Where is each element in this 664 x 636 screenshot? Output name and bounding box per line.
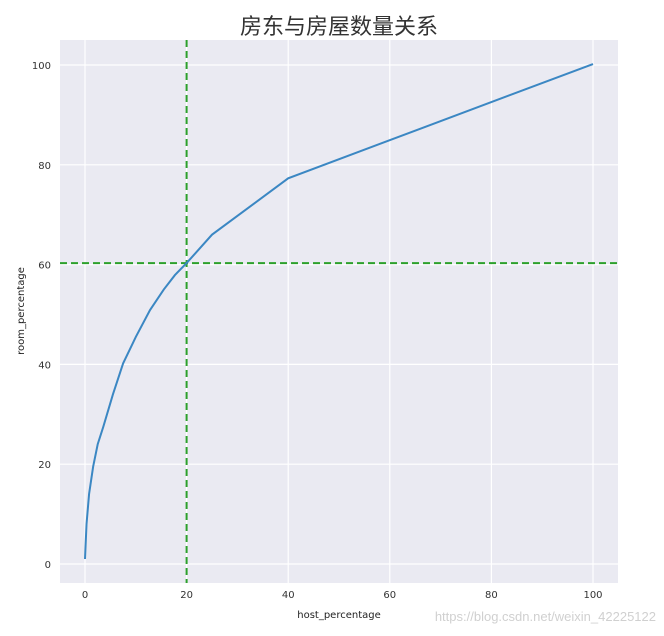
x-tick-label: 100 (583, 590, 602, 601)
x-tick-label: 80 (485, 590, 498, 601)
series-line (84, 63, 594, 560)
y-tick-label: 0 (45, 560, 51, 571)
y-axis-label: room_percentage (16, 267, 27, 355)
x-tick-label: 20 (180, 590, 193, 601)
x-axis-label: host_percentage (297, 610, 381, 621)
y-tick-label: 80 (38, 161, 51, 172)
x-tick-label: 40 (282, 590, 295, 601)
plot-area (60, 40, 618, 583)
watermark: https://blog.csdn.net/weixin_42225122 (434, 609, 656, 624)
chart-title: 房东与房屋数量关系 (240, 15, 438, 40)
y-tick-label: 100 (32, 61, 51, 72)
y-tick-label: 60 (38, 261, 51, 272)
y-tick-label: 40 (38, 360, 51, 371)
x-tick-label: 0 (82, 590, 88, 601)
y-tick-label: 20 (38, 460, 51, 471)
x-tick-label: 60 (383, 590, 396, 601)
